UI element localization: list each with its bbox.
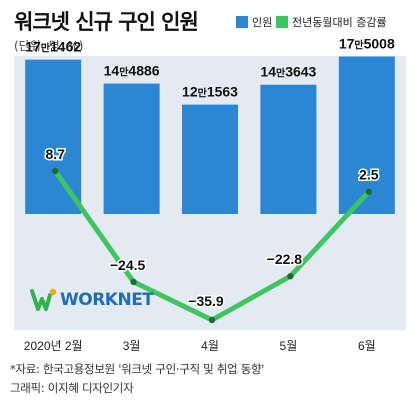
rate-point-2 bbox=[208, 316, 216, 324]
x-tick-label-1: 3월 bbox=[123, 339, 141, 353]
rate-value-label-3: −22.8 bbox=[267, 251, 303, 267]
x-tick-label-4: 6월 bbox=[358, 339, 376, 353]
credit-note: 그래픽: 이지혜 디자인기자 bbox=[10, 381, 134, 395]
legend-label-rate: 전년동월대비 증감률 bbox=[292, 16, 387, 29]
x-tick-label-3: 5월 bbox=[280, 339, 298, 353]
bar-value-label-1: 14만4886 bbox=[104, 63, 160, 79]
legend-label-count: 인원 bbox=[252, 16, 273, 29]
bar-value-label-0: 17만1462 bbox=[25, 39, 81, 55]
legend-swatch-rate bbox=[276, 16, 288, 28]
legend-item-rate: 전년동월대비 증감률 bbox=[276, 14, 387, 30]
unit-label: (단위: 명, %) bbox=[14, 39, 84, 53]
bar-3 bbox=[260, 84, 317, 214]
rate-value-label-0: 8.7 bbox=[45, 146, 65, 162]
rate-point-3 bbox=[287, 273, 294, 280]
rate-value-label-2: −35.9 bbox=[188, 293, 224, 309]
chart-title: 워크넷 신규 구인 인원 bbox=[14, 10, 199, 34]
bar-value-label-3: 14만3643 bbox=[260, 64, 316, 80]
legend-item-count: 인원 bbox=[236, 14, 272, 30]
bar-0 bbox=[25, 59, 82, 214]
x-tick-label-2: 4월 bbox=[201, 339, 219, 353]
worknet-logo-text: WORKNET bbox=[60, 290, 154, 310]
legend-swatch-count bbox=[236, 16, 248, 28]
source-note: *자료: 한국고용정보원 '워크넷 구인·구직 및 취업 동향' bbox=[10, 362, 265, 376]
bar-1 bbox=[103, 83, 160, 214]
rate-value-label-4: 2.5 bbox=[359, 167, 379, 183]
rate-point-0 bbox=[52, 167, 59, 175]
worknet-logo: WORKNET bbox=[30, 287, 154, 313]
bar-2 bbox=[182, 104, 238, 214]
bar-4 bbox=[338, 56, 395, 215]
x-tick-label-0: 2020년 2월 bbox=[24, 339, 83, 353]
bar-value-label-4: 17만5008 bbox=[339, 35, 395, 51]
rate-point-1 bbox=[130, 278, 137, 286]
bar-value-label-2: 12만1563 bbox=[182, 84, 238, 100]
worknet-logo-icon bbox=[30, 288, 57, 311]
rate-value-label-1: −24.5 bbox=[110, 257, 146, 273]
rate-point-4 bbox=[365, 188, 372, 195]
